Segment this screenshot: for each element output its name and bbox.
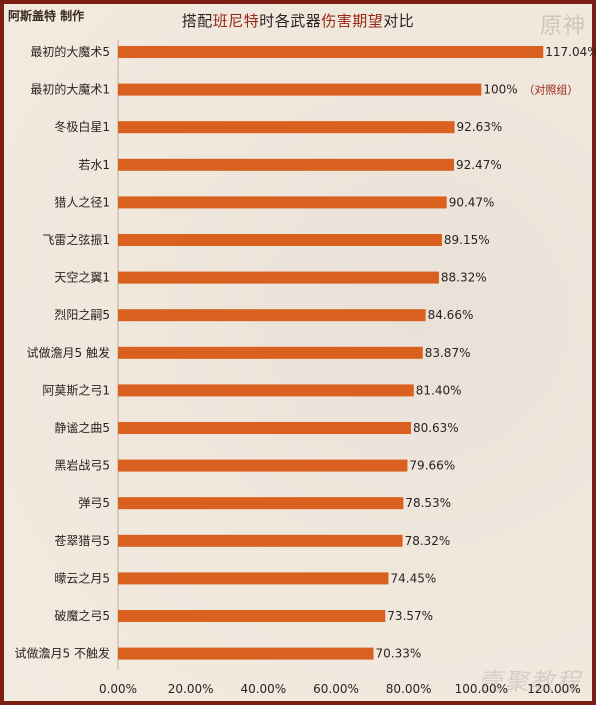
bar [118,121,455,134]
category-label: 猎人之径1 [54,195,110,209]
category-label: 黑岩战弓5 [54,458,110,473]
category-label: 若水1 [78,158,110,172]
bar [118,497,404,510]
author-credit: 阿斯盖特 制作 [8,9,85,23]
bar [118,83,482,96]
x-tick-label: 0.00% [99,682,137,696]
genshin-logo: 原神 [539,14,586,39]
x-tick-label: 20.00% [168,682,214,696]
annotation-label: （对照组） [523,83,578,97]
x-tick-label: 80.00% [386,682,432,696]
bar [118,534,403,547]
bar [118,422,411,434]
bar [118,196,447,209]
watermark-logo: 壹聚教程 [478,668,582,696]
value-label: 73.57% [387,609,433,623]
category-label: 最初的大魔术1 [30,82,110,97]
category-label: 最初的大魔术5 [30,44,110,59]
value-label: 89.15% [444,233,490,247]
category-label: 飞雷之弦振1 [42,232,110,247]
value-label: 78.32% [405,534,451,548]
value-label: 117.04% [545,45,596,59]
chart-title: 搭配班尼特时各武器伤害期望对比 [0,10,596,31]
bar [118,384,414,397]
title-suffix: 对比 [383,12,415,30]
category-label: 冬极白星1 [54,119,110,134]
title-metric: 伤害期望 [321,12,384,30]
value-label: 90.47% [449,195,495,209]
value-label: 92.47% [456,158,502,172]
value-label: 79.66% [409,459,455,473]
value-label: 70.33% [376,647,422,661]
category-label: 弹弓5 [78,496,110,510]
bar [118,234,442,246]
value-label: 81.40% [416,383,462,397]
category-label: 烈阳之嗣5 [54,308,110,322]
x-tick-label: 120.00% [527,682,580,696]
category-label: 试做澹月5 不触发 [15,646,110,661]
bar [118,610,386,622]
category-label: 曚云之月5 [54,571,110,585]
bar [118,572,389,585]
value-label: 83.87% [425,346,471,360]
bar [118,647,374,660]
value-label: 80.63% [413,421,459,435]
title-prefix: 搭配 [181,12,213,30]
category-label: 天空之翼1 [54,271,110,285]
category-label: 试做澹月5 触发 [27,345,110,360]
category-label: 阿莫斯之弓1 [42,383,110,397]
x-tick-label: 60.00% [313,682,359,696]
title-character: 班尼特 [212,12,260,30]
category-label: 破魔之弓5 [54,608,110,623]
category-label: 静谧之曲5 [54,421,110,435]
value-label: 88.32% [441,271,487,285]
bar [118,346,423,359]
x-tick-label: 40.00% [240,682,286,696]
value-label: 78.53% [405,496,451,510]
bar [118,46,544,58]
x-tick-label: 100.00% [455,682,508,696]
bar [118,309,426,322]
value-label: 84.66% [428,308,474,322]
title-middle: 时各武器 [259,12,322,30]
bar [118,271,439,284]
category-label: 苍翠猎弓5 [54,534,110,548]
value-label: 100% [483,83,517,97]
bar [118,459,408,472]
bar [118,158,454,171]
value-label: 92.63% [457,120,503,134]
value-label: 74.45% [391,571,437,585]
